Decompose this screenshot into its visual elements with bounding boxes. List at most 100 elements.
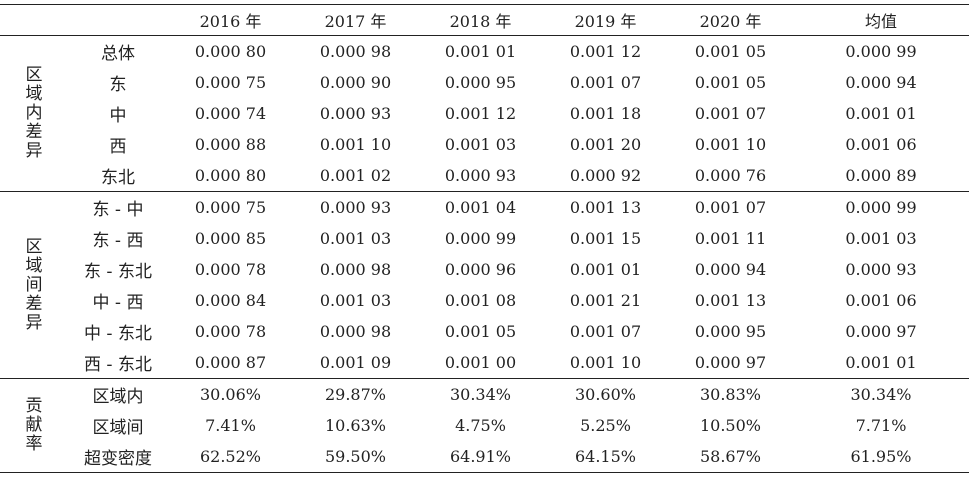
row-label: 总体 <box>68 36 168 68</box>
table-row: 东 0.000 75 0.000 90 0.000 95 0.001 07 0.001 0… <box>0 67 969 98</box>
table-row: 中 - 西 0.000 84 0.001 03 0.001 08 0.001 21 0.0… <box>0 285 969 316</box>
value-cell: 0.000 96 <box>418 254 543 285</box>
value-cell: 0.000 98 <box>293 316 418 347</box>
value-cell: 0.000 76 <box>668 160 793 192</box>
value-cell: 0.001 07 <box>668 98 793 129</box>
group-label-text: 区域间差异 <box>26 238 43 333</box>
value-cell: 0.000 98 <box>293 254 418 285</box>
header-cell: 2017 年 <box>293 5 418 36</box>
table-row: 西 - 东北 0.000 87 0.001 09 0.001 00 0.001 10 0.… <box>0 347 969 379</box>
value-cell: 0.001 10 <box>668 129 793 160</box>
value-cell: 30.06% <box>168 379 293 411</box>
row-label: 中 <box>68 98 168 129</box>
value-cell: 0.001 07 <box>543 316 668 347</box>
table-row: 贡献率 区域内 30.06% 29.87% 30.34% 30.60% 30.83% 30.3… <box>0 379 969 411</box>
header-cell <box>68 5 168 36</box>
table-row: 区域间差异 东 - 中 0.000 75 0.000 93 0.001 04 0.001 … <box>0 192 969 224</box>
row-label: 东 - 西 <box>68 223 168 254</box>
value-cell: 0.000 80 <box>168 36 293 68</box>
header-cell: 2019 年 <box>543 5 668 36</box>
value-cell: 0.001 20 <box>543 129 668 160</box>
value-cell: 0.000 87 <box>168 347 293 379</box>
row-label: 西 - 东北 <box>68 347 168 379</box>
row-label: 超变密度 <box>68 441 168 473</box>
value-cell: 0.000 99 <box>793 36 969 68</box>
value-cell: 0.001 10 <box>543 347 668 379</box>
value-cell: 0.001 21 <box>543 285 668 316</box>
value-cell: 0.000 78 <box>168 316 293 347</box>
value-cell: 0.001 05 <box>668 36 793 68</box>
value-cell: 0.001 09 <box>293 347 418 379</box>
row-label: 东北 <box>68 160 168 192</box>
group-label-text: 贡献率 <box>26 397 43 454</box>
value-cell: 0.001 00 <box>418 347 543 379</box>
value-cell: 59.50% <box>293 441 418 473</box>
value-cell: 29.87% <box>293 379 418 411</box>
value-cell: 30.34% <box>793 379 969 411</box>
value-cell: 0.001 13 <box>543 192 668 224</box>
value-cell: 0.001 03 <box>293 285 418 316</box>
group-label-text: 区域内差异 <box>26 66 43 161</box>
value-cell: 0.000 93 <box>418 160 543 192</box>
value-cell: 0.001 06 <box>793 129 969 160</box>
value-cell: 0.001 12 <box>418 98 543 129</box>
value-cell: 0.001 03 <box>793 223 969 254</box>
value-cell: 5.25% <box>543 410 668 441</box>
value-cell: 10.50% <box>668 410 793 441</box>
header-cell: 均值 <box>793 5 969 36</box>
value-cell: 4.75% <box>418 410 543 441</box>
value-cell: 0.001 01 <box>543 254 668 285</box>
value-cell: 0.000 94 <box>668 254 793 285</box>
table-row: 超变密度 62.52% 59.50% 64.91% 64.15% 58.67% 61.95% <box>0 441 969 473</box>
row-label: 区域间 <box>68 410 168 441</box>
value-cell: 0.001 01 <box>793 347 969 379</box>
row-label: 中 - 东北 <box>68 316 168 347</box>
row-label: 东 - 东北 <box>68 254 168 285</box>
value-cell: 0.001 03 <box>418 129 543 160</box>
value-cell: 0.000 94 <box>793 67 969 98</box>
value-cell: 58.67% <box>668 441 793 473</box>
row-label: 西 <box>68 129 168 160</box>
group-label: 区域内差异 <box>0 36 68 192</box>
value-cell: 0.001 10 <box>293 129 418 160</box>
row-label: 区域内 <box>68 379 168 411</box>
value-cell: 0.001 02 <box>293 160 418 192</box>
value-cell: 0.001 13 <box>668 285 793 316</box>
value-cell: 0.000 95 <box>418 67 543 98</box>
table-row: 区域内差异 总体 0.000 80 0.000 98 0.001 01 0.001 12 0… <box>0 36 969 68</box>
value-cell: 0.000 88 <box>168 129 293 160</box>
value-cell: 7.41% <box>168 410 293 441</box>
value-cell: 10.63% <box>293 410 418 441</box>
row-label: 中 - 西 <box>68 285 168 316</box>
value-cell: 64.91% <box>418 441 543 473</box>
value-cell: 61.95% <box>793 441 969 473</box>
value-cell: 30.83% <box>668 379 793 411</box>
value-cell: 0.001 15 <box>543 223 668 254</box>
value-cell: 0.001 03 <box>293 223 418 254</box>
value-cell: 0.001 01 <box>418 36 543 68</box>
row-label: 东 <box>68 67 168 98</box>
header-row: 2016 年 2017 年 2018 年 2019 年 2020 年 均值 <box>0 5 969 36</box>
value-cell: 62.52% <box>168 441 293 473</box>
value-cell: 0.000 84 <box>168 285 293 316</box>
value-cell: 0.001 01 <box>793 98 969 129</box>
value-cell: 0.001 11 <box>668 223 793 254</box>
value-cell: 0.000 75 <box>168 67 293 98</box>
value-cell: 0.000 75 <box>168 192 293 224</box>
table-row: 区域间 7.41% 10.63% 4.75% 5.25% 10.50% 7.71% <box>0 410 969 441</box>
table-row: 东 - 东北 0.000 78 0.000 98 0.000 96 0.001 01 0.… <box>0 254 969 285</box>
table-row: 中 0.000 74 0.000 93 0.001 12 0.001 18 0.001 0… <box>0 98 969 129</box>
group-label: 区域间差异 <box>0 192 68 379</box>
table-row: 东 - 西 0.000 85 0.001 03 0.000 99 0.001 15 0.0… <box>0 223 969 254</box>
value-cell: 0.000 98 <box>293 36 418 68</box>
value-cell: 30.34% <box>418 379 543 411</box>
value-cell: 0.000 90 <box>293 67 418 98</box>
value-cell: 0.000 74 <box>168 98 293 129</box>
row-label: 东 - 中 <box>68 192 168 224</box>
value-cell: 0.001 12 <box>543 36 668 68</box>
value-cell: 0.000 95 <box>668 316 793 347</box>
value-cell: 30.60% <box>543 379 668 411</box>
header-cell: 2016 年 <box>168 5 293 36</box>
value-cell: 7.71% <box>793 410 969 441</box>
value-cell: 0.000 97 <box>793 316 969 347</box>
